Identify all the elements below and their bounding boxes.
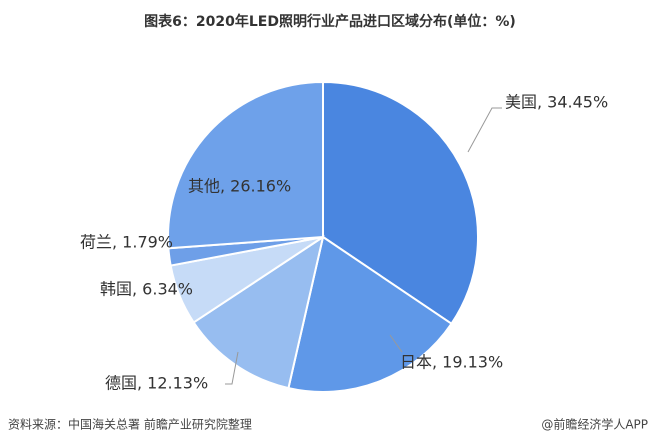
leader-line (467, 107, 502, 153)
data-label: 其他, 26.16% (188, 177, 291, 196)
data-label: 韩国, 6.34% (100, 280, 193, 299)
pie-slice (167, 80, 324, 250)
pie-slice (322, 80, 479, 326)
pie-slice (192, 234, 325, 390)
leader-line (225, 351, 239, 385)
data-label: 荷兰, 1.79% (80, 233, 173, 252)
data-label: 日本, 19.13% (400, 353, 503, 372)
leader-line (389, 334, 403, 353)
data-label: 美国, 34.45% (505, 93, 608, 112)
data-label: 德国, 12.13% (105, 374, 208, 393)
source: 资料来源：中国海关总署 前瞻产业研究院整理 (8, 417, 252, 432)
chart-title: 图表6：2020年LED照明行业产品进口区域分布(单位：%) (144, 13, 516, 30)
credit: @前瞻经济学人APP (541, 417, 648, 432)
pie-slice (287, 235, 453, 393)
